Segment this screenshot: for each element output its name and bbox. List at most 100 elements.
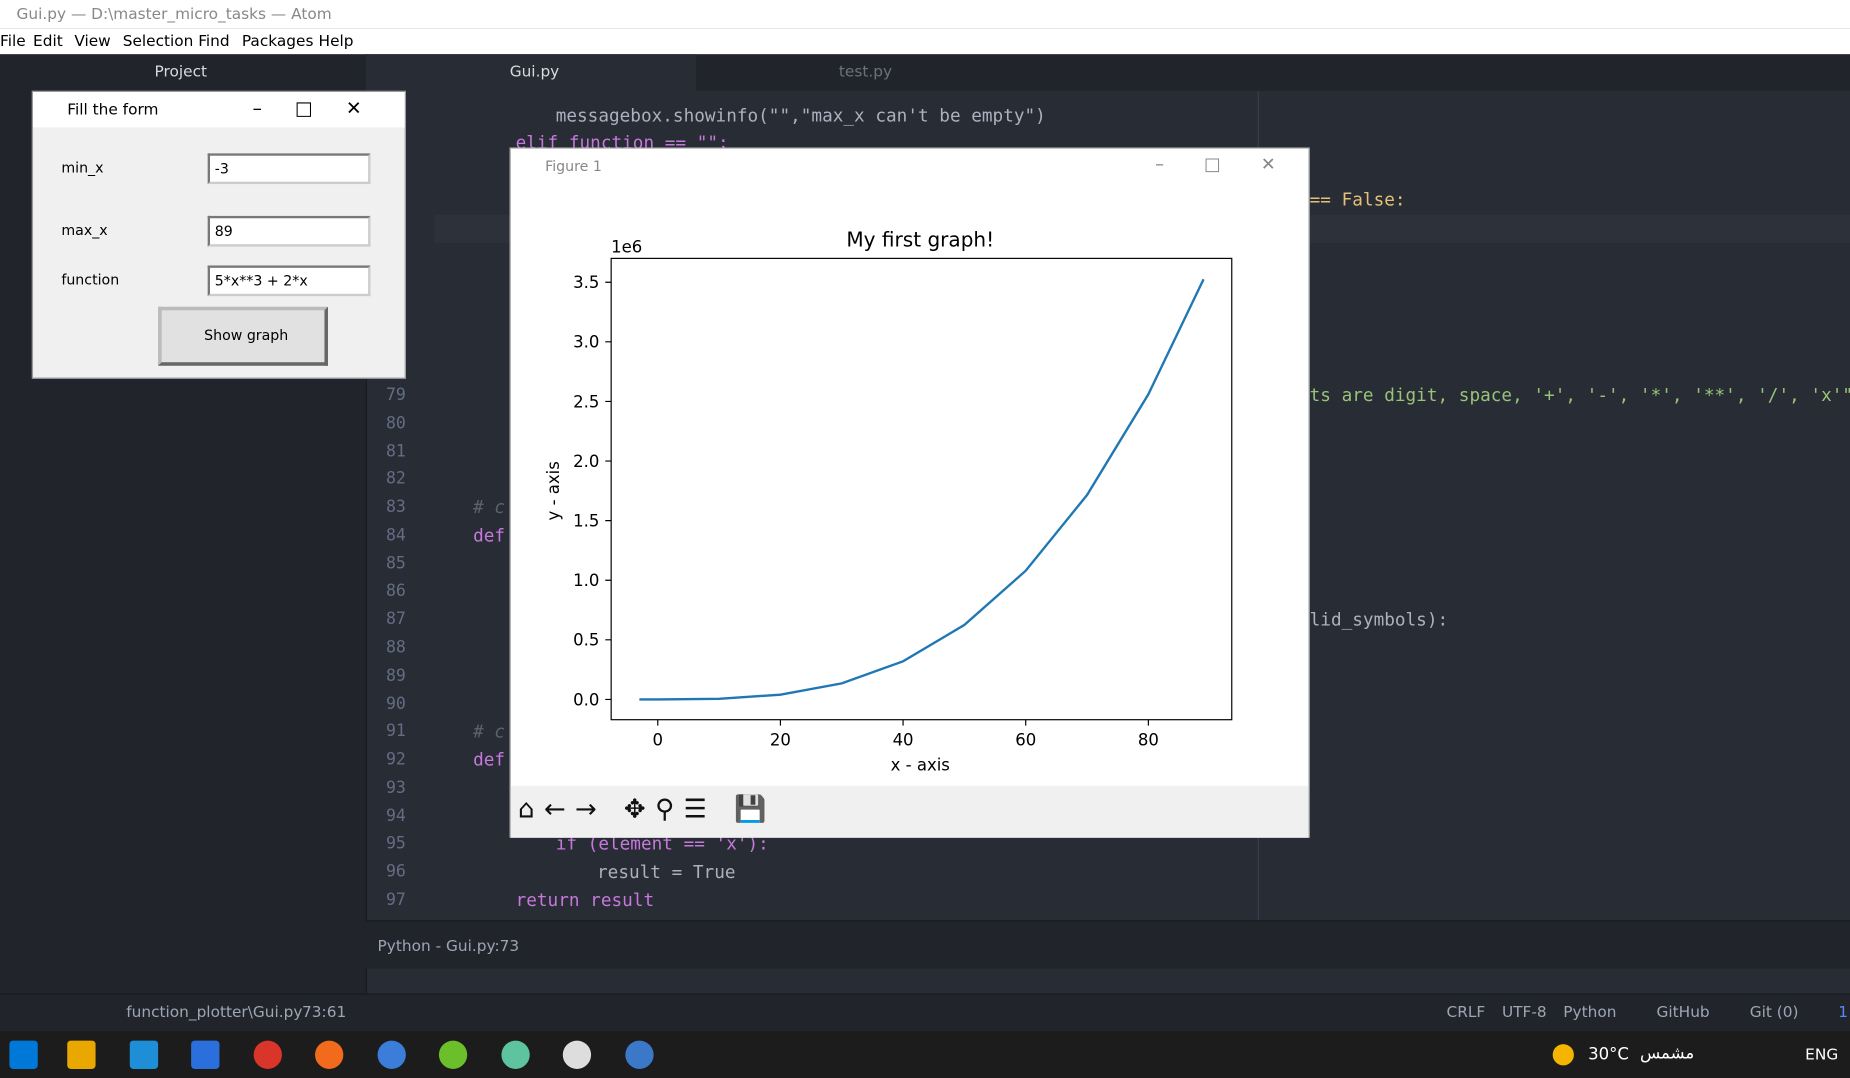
line-number: 91 bbox=[385, 722, 406, 742]
line-number: 79 bbox=[385, 385, 406, 405]
y-tick-label: 2.5 bbox=[573, 392, 599, 411]
status-item[interactable]: Python bbox=[1563, 1004, 1617, 1022]
field-input[interactable] bbox=[207, 265, 371, 297]
offset-label: 1e6 bbox=[611, 237, 642, 256]
menu-item[interactable]: Selection bbox=[122, 33, 194, 51]
taskbar-icon[interactable] bbox=[129, 1040, 158, 1069]
code: messagebox.showinfo("","max_x can't be e… bbox=[555, 105, 1046, 127]
field-label: min_x bbox=[61, 159, 104, 176]
field-value[interactable]: -3 bbox=[214, 160, 229, 177]
line-number: 97 bbox=[385, 890, 406, 910]
x-tick-label: 80 bbox=[1138, 731, 1159, 750]
toolbar-icons[interactable]: ⌂←→ ✥⚲☰ 💾 bbox=[517, 795, 776, 825]
field-input[interactable] bbox=[207, 215, 371, 247]
code: def bbox=[473, 525, 506, 547]
form-window: Fill the form –□✕ Show graph min_x -3 max_… bbox=[31, 90, 406, 379]
menu-item[interactable]: Find bbox=[198, 33, 230, 51]
status-item[interactable]: UTF-8 bbox=[1501, 1004, 1547, 1022]
menu-bar bbox=[0, 28, 1850, 55]
status-item[interactable]: Git (0) bbox=[1749, 1004, 1799, 1022]
y-axis-label: y - axis bbox=[544, 461, 563, 520]
taskbar-icon[interactable] bbox=[562, 1040, 592, 1069]
line-number: 80 bbox=[385, 413, 406, 433]
menu-item[interactable]: File bbox=[0, 33, 26, 51]
tab-active[interactable] bbox=[365, 54, 697, 91]
code: # c bbox=[473, 720, 506, 743]
line-number: 88 bbox=[385, 638, 406, 658]
taskbar-icon[interactable] bbox=[438, 1040, 468, 1069]
chart: My first graph! 1e6 x - axis y - axis 0 2… bbox=[544, 228, 1233, 774]
status-path[interactable]: function_plotter\Gui.py bbox=[126, 1004, 303, 1022]
figure-controls[interactable]: –□✕ bbox=[1155, 153, 1316, 175]
line-number: 90 bbox=[385, 694, 406, 714]
y-tick-label: 1.5 bbox=[573, 512, 599, 531]
weather-icon bbox=[1552, 1044, 1574, 1066]
menu-item[interactable]: Edit bbox=[33, 33, 63, 51]
form-button-label[interactable]: Show graph bbox=[204, 326, 289, 344]
taskbar-icon[interactable] bbox=[376, 1040, 406, 1069]
menu-item[interactable]: View bbox=[74, 33, 111, 51]
line-number: 95 bbox=[385, 834, 406, 854]
y-tick-label: 3.0 bbox=[573, 333, 599, 352]
plot-frame bbox=[610, 257, 1233, 721]
figure-toolbar bbox=[510, 785, 1309, 838]
field-value[interactable]: 5*x**3 + 2*x bbox=[214, 272, 308, 290]
taskbar-icon[interactable] bbox=[624, 1040, 654, 1069]
code: == False: bbox=[1309, 188, 1406, 211]
x-tick-label: 20 bbox=[770, 731, 791, 750]
panel-text: Python - Gui.py:73 bbox=[377, 937, 520, 956]
weather[interactable]: 30°C bbox=[1588, 1045, 1629, 1065]
weather-label[interactable]: مشمس bbox=[1639, 1044, 1695, 1064]
line-number: 86 bbox=[385, 582, 406, 602]
status-item[interactable]: GitHub bbox=[1656, 1004, 1710, 1022]
field-input[interactable] bbox=[207, 153, 371, 185]
status-cursor[interactable]: 73:61 bbox=[302, 1004, 347, 1022]
panel bbox=[365, 920, 1850, 969]
x-tick-label: 60 bbox=[1015, 731, 1036, 750]
code: ts are digit, space, '+', '-', '*', '**'… bbox=[1309, 384, 1850, 406]
line-number: 87 bbox=[385, 610, 406, 630]
status-item[interactable]: 1 bbox=[1838, 1004, 1848, 1022]
figure-title: Figure 1 bbox=[545, 158, 602, 175]
sidebar-title: Project bbox=[154, 63, 208, 82]
taskbar-icon[interactable] bbox=[9, 1040, 38, 1069]
line-number: 94 bbox=[385, 806, 406, 826]
window-title: Gui.py — D:\master_micro_tasks — Atom bbox=[16, 5, 332, 24]
y-tick-label: 0.5 bbox=[573, 631, 599, 650]
taskbar-icon[interactable] bbox=[500, 1040, 530, 1069]
y-tick-label: 0.0 bbox=[573, 690, 599, 709]
menu-item[interactable]: Packages bbox=[241, 33, 314, 51]
form-button[interactable] bbox=[158, 306, 328, 366]
code: if (element == 'x'): bbox=[555, 832, 769, 855]
taskbar-icon[interactable] bbox=[191, 1040, 220, 1069]
field-value[interactable]: 89 bbox=[214, 222, 233, 240]
line-number: 93 bbox=[385, 778, 406, 798]
tab[interactable]: Gui.py bbox=[509, 63, 560, 82]
x-tick-label: 40 bbox=[893, 731, 914, 750]
code: return result bbox=[515, 889, 655, 911]
language[interactable]: ENG bbox=[1805, 1046, 1839, 1065]
y-tick-label: 3.5 bbox=[573, 273, 599, 292]
y-tick-label: 1.0 bbox=[573, 571, 599, 590]
menu-item[interactable]: Help bbox=[318, 33, 354, 51]
form-title: Fill the form bbox=[67, 101, 159, 120]
line-number: 81 bbox=[385, 441, 406, 461]
line-number: 83 bbox=[385, 498, 406, 517]
status-item[interactable]: CRLF bbox=[1446, 1004, 1486, 1022]
taskbar-icon[interactable] bbox=[67, 1040, 96, 1069]
tab[interactable]: test.py bbox=[838, 63, 893, 82]
line-number: 89 bbox=[385, 666, 406, 686]
taskbar-icon[interactable] bbox=[253, 1040, 282, 1069]
chart-title: My first graph! bbox=[846, 228, 994, 252]
code: result = True bbox=[597, 861, 736, 883]
code: def bbox=[473, 749, 506, 771]
code: # c bbox=[473, 496, 506, 518]
line-number: 96 bbox=[385, 862, 406, 882]
title-bar bbox=[0, 0, 1850, 29]
line bbox=[639, 278, 1205, 701]
form-controls[interactable]: –□✕ bbox=[252, 96, 395, 120]
y-tick-label: 2.0 bbox=[573, 452, 599, 471]
taskbar-icon[interactable] bbox=[315, 1040, 344, 1069]
line-number: 92 bbox=[385, 750, 406, 770]
